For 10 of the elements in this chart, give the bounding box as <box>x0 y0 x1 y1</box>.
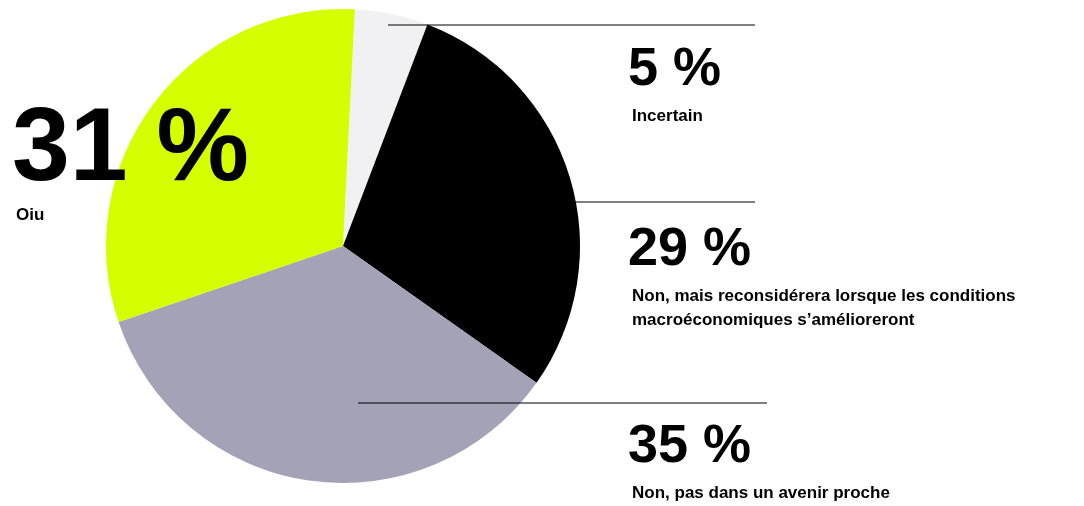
slice-label: Oiu <box>16 205 45 224</box>
pie-slice <box>118 246 537 483</box>
data-label: 35 % <box>628 413 752 473</box>
pie-slice <box>343 9 428 246</box>
slice-label: Non, mais reconsidérera lorsque les conditions macroéconomiques s’amélioreront <box>632 286 1016 329</box>
data-label: 31 % <box>12 86 250 202</box>
data-label: 5 % <box>628 36 722 96</box>
slice-label: Incertain <box>632 106 703 125</box>
data-label: 29 % <box>628 216 752 276</box>
slice-label: Non, pas dans un avenir proche <box>632 483 890 502</box>
